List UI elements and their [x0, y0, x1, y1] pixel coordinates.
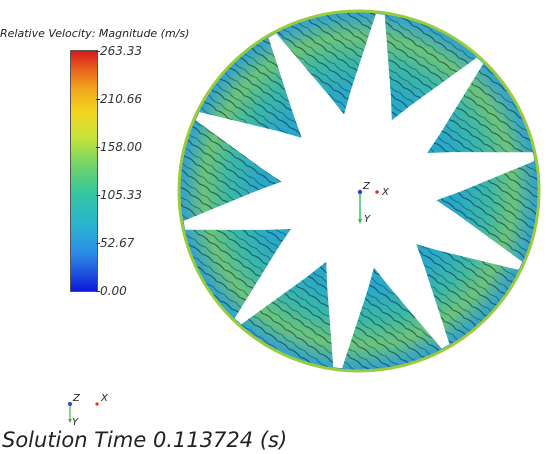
corner-axis-label-y: Y	[72, 417, 79, 426]
axis-label-x: X	[381, 187, 390, 198]
axis-label-z: Z	[362, 181, 371, 192]
colorbar-tick-label: 105.33	[100, 188, 142, 202]
colorbar	[70, 50, 98, 292]
colorbar-tick-label: 0.00	[100, 284, 127, 298]
colorbar-tick-label: 210.66	[100, 92, 142, 106]
corner-axes: Z X Y	[68, 393, 109, 426]
legend-title: Relative Velocity: Magnitude (m/s)	[0, 27, 190, 40]
colorbar-tick-label: 52.67	[100, 236, 135, 250]
colorbar-tick-mark	[96, 147, 100, 148]
rotor-velocity-plot[interactable]: Z X Y	[170, 6, 548, 376]
x-axis-dot	[375, 190, 379, 194]
colorbar-tick-mark	[96, 291, 100, 292]
axis-label-y: Y	[364, 214, 371, 225]
colorbar-tick-mark	[96, 99, 100, 100]
colorbar-tick-label: 263.33	[100, 44, 142, 58]
colorbar-tick-label: 158.00	[100, 140, 142, 154]
z-axis-dot	[357, 189, 363, 195]
colorbar-tick-mark	[96, 243, 100, 244]
corner-axis-label-x: X	[100, 393, 109, 404]
colorbar-tick-mark	[96, 51, 100, 52]
colorbar-tick-mark	[96, 195, 100, 196]
center-axes: Z X Y	[357, 181, 390, 225]
solution-time: Solution Time 0.113724 (s)	[2, 428, 288, 452]
corner-axis-label-z: Z	[72, 393, 81, 404]
